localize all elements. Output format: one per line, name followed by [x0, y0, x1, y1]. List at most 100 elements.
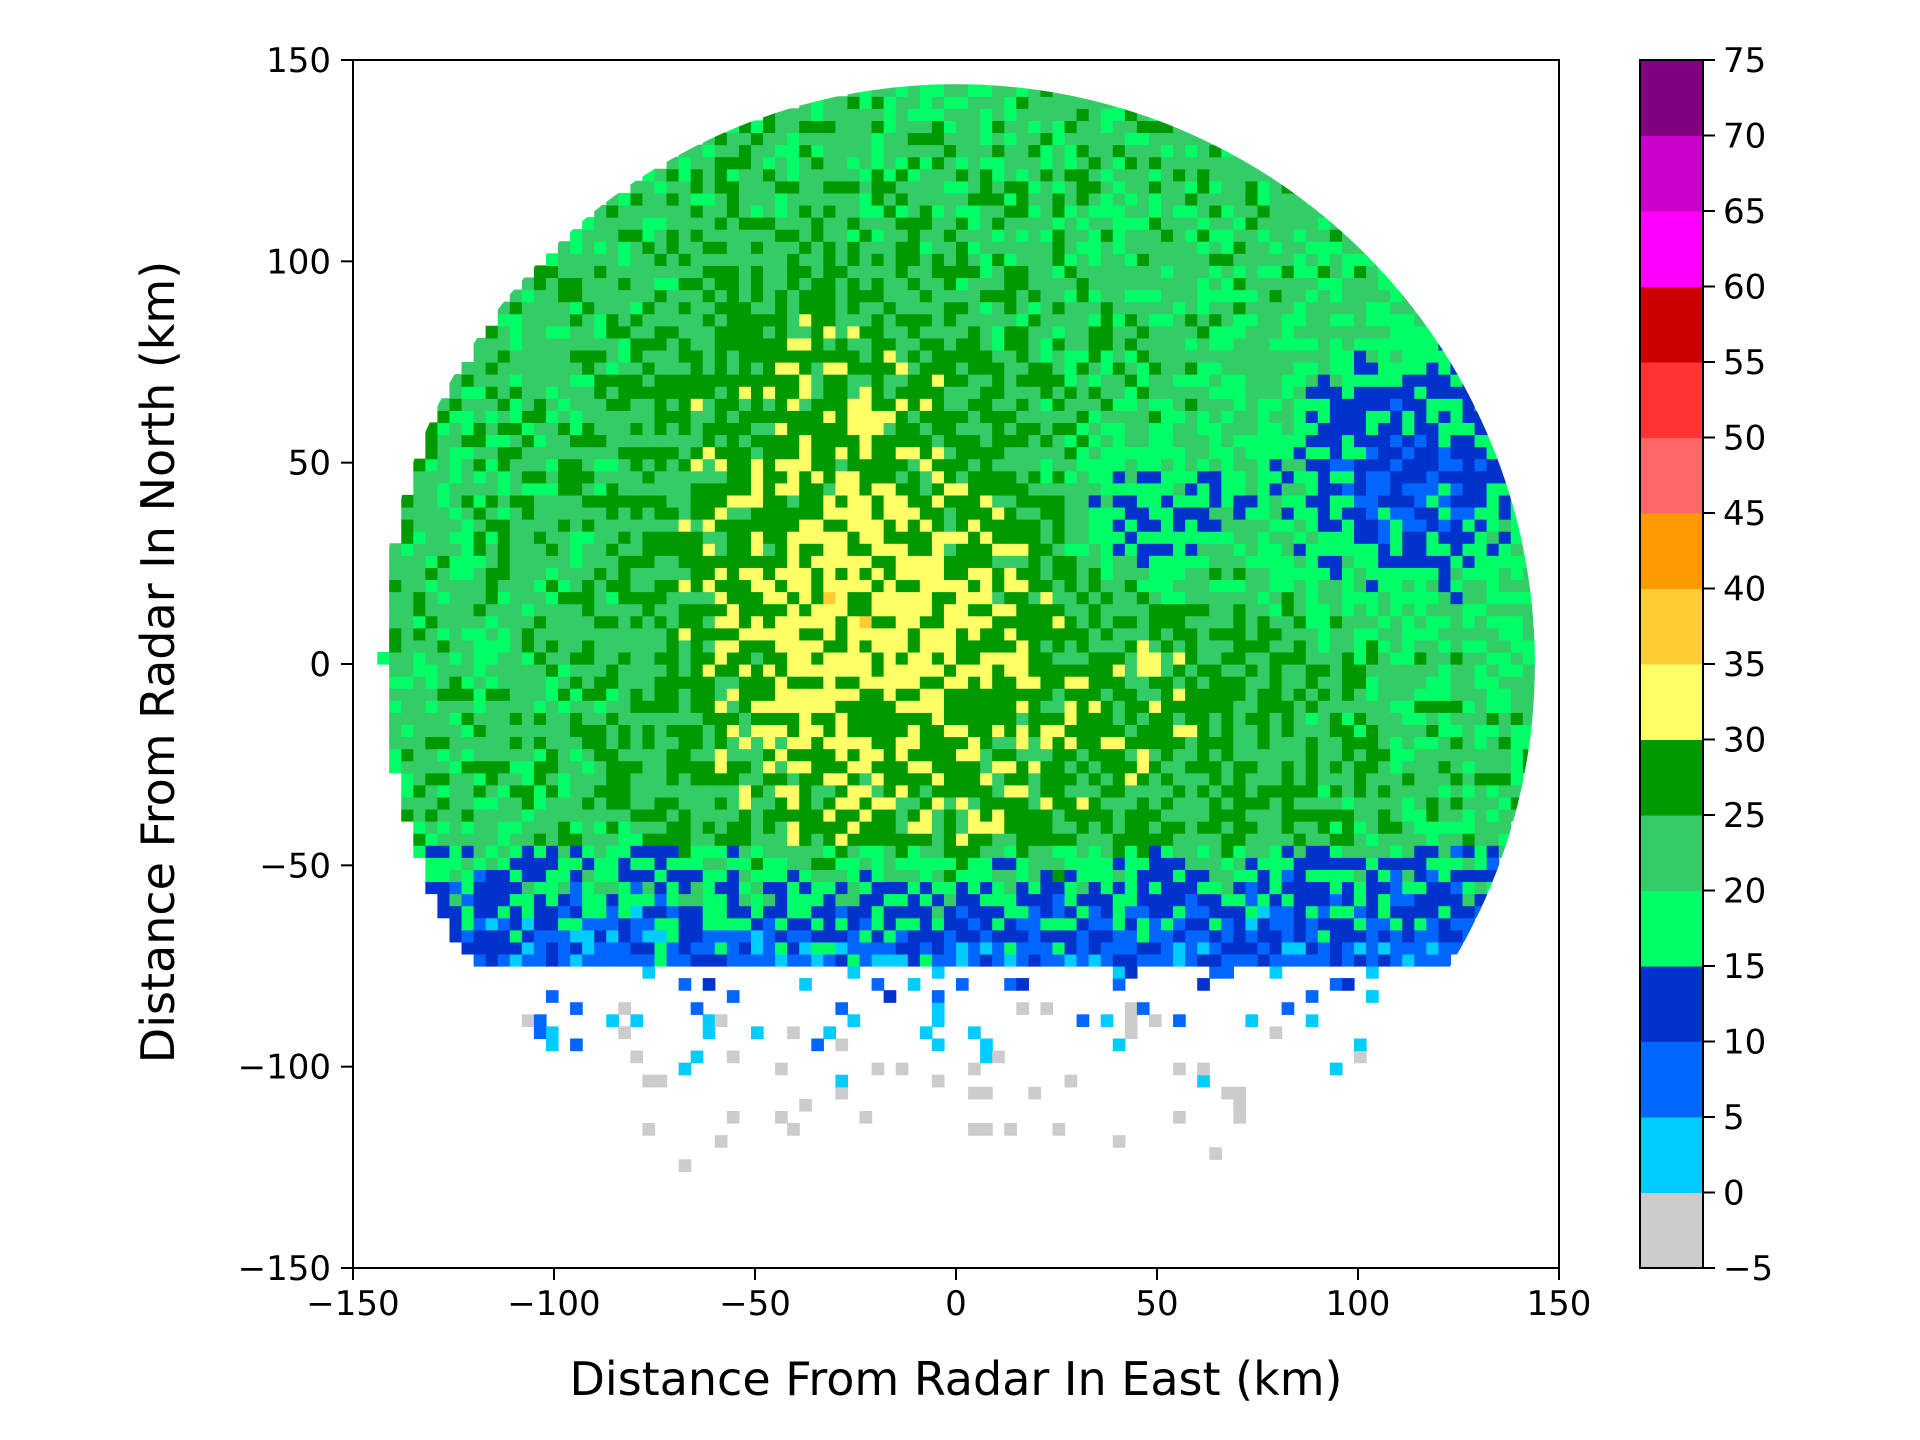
radar-cell [413, 470, 426, 484]
radar-cell [558, 929, 571, 943]
radar-cell [750, 374, 764, 387]
radar-cell [1353, 434, 1367, 448]
radar-cell [401, 591, 414, 605]
radar-cell [883, 639, 897, 653]
radar-cell [1028, 808, 1042, 822]
radar-cell [545, 325, 559, 339]
radar-cell [980, 362, 993, 375]
radar-cell [1148, 712, 1162, 725]
radar-cell [1317, 676, 1331, 689]
radar-cell [1040, 881, 1054, 895]
radar-cell [871, 953, 885, 967]
radar-cell [1148, 555, 1162, 568]
radar-cell [1450, 362, 1464, 375]
radar-cell [425, 688, 439, 701]
radar-cell [992, 833, 1005, 846]
radar-cell [787, 434, 800, 448]
radar-cell [401, 808, 414, 822]
radar-cell [521, 639, 535, 653]
radar-cell [485, 929, 499, 943]
radar-cell [618, 724, 631, 738]
radar-cell [1028, 615, 1042, 629]
radar-cell [1438, 736, 1452, 750]
radar-cell [1124, 458, 1138, 472]
radar-cell [956, 615, 969, 629]
radar-cell [533, 808, 547, 822]
radar-cell [1004, 591, 1017, 605]
radar-cell [1498, 543, 1512, 556]
radar-cell [1173, 772, 1186, 786]
radar-cell [787, 748, 800, 762]
radar-cell [1088, 941, 1102, 955]
radar-cell [1197, 664, 1210, 677]
radar-cell [473, 905, 487, 919]
radar-cell [642, 845, 656, 858]
radar-cell [1281, 833, 1295, 846]
radar-cell [702, 941, 716, 955]
radar-cell [594, 349, 607, 363]
radar-cell [823, 543, 836, 556]
radar-cell [726, 929, 740, 943]
radar-cell [907, 362, 921, 375]
radar-cell [871, 579, 885, 593]
radar-cell [1028, 700, 1042, 713]
radar-cell [606, 772, 619, 786]
radar-cell [1064, 349, 1078, 363]
radar-cell [1028, 917, 1042, 931]
radar-cell [594, 531, 607, 544]
radar-cell [980, 712, 993, 725]
radar-cell [1462, 676, 1476, 689]
radar-cell [1004, 845, 1017, 858]
radar-cell [1040, 337, 1054, 351]
radar-cell [992, 724, 1005, 738]
radar-cell [558, 615, 571, 629]
radar-cell [642, 579, 656, 593]
radar-cell [1510, 591, 1524, 605]
radar-cell [787, 494, 800, 508]
radar-cell [582, 941, 595, 955]
radar-cell [968, 603, 981, 617]
radar-cell [1438, 386, 1452, 399]
radar-cell [497, 724, 511, 738]
radar-cell [1402, 893, 1415, 907]
radar-cell [497, 615, 511, 629]
radar-cell [1426, 857, 1439, 870]
radar-cell [883, 603, 897, 617]
radar-cell [413, 543, 426, 556]
radar-cell [1112, 555, 1126, 568]
radar-cell [1124, 664, 1138, 677]
radar-cell [931, 929, 945, 943]
radar-cell [1390, 881, 1403, 895]
radar-cell [449, 482, 463, 496]
radar-cell [1353, 531, 1367, 544]
radar-cell [943, 386, 957, 399]
radar-cell [545, 615, 559, 629]
radar-cell [582, 386, 595, 399]
radar-cell [1390, 784, 1403, 798]
radar-cell [738, 567, 752, 581]
radar-cell [1390, 748, 1403, 762]
radar-cell [1462, 893, 1476, 907]
radar-cell [1402, 494, 1415, 508]
radar-cell [425, 651, 439, 665]
radar-cell [1148, 700, 1162, 713]
radar-cell [1028, 386, 1042, 399]
radar-cell [835, 386, 849, 399]
radar-cell [763, 881, 776, 895]
radar-cell [763, 869, 776, 883]
radar-cell [558, 446, 571, 460]
radar-cell [1245, 337, 1259, 351]
radar-cell [1221, 434, 1234, 448]
radar-cell [509, 917, 523, 931]
radar-cell [558, 857, 571, 870]
radar-cell [1353, 519, 1367, 532]
radar-cell [726, 410, 740, 423]
radar-cell [968, 1026, 981, 1040]
radar-cell [630, 362, 644, 375]
radar-cell [956, 494, 969, 508]
radar-cell [1076, 796, 1090, 810]
radar-cell [1040, 362, 1054, 375]
radar-cell [618, 374, 631, 387]
radar-cell [1353, 893, 1367, 907]
radar-cell [799, 374, 812, 387]
